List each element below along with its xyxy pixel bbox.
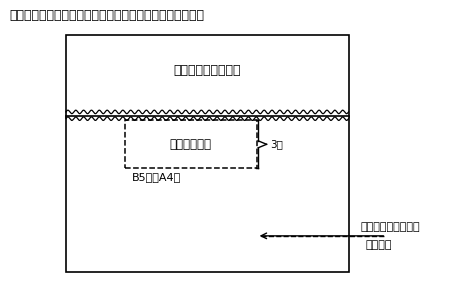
Bar bbox=[66, 116, 349, 272]
Text: 査の記録: 査の記録 bbox=[365, 240, 391, 250]
Text: 3㎝: 3㎝ bbox=[270, 139, 283, 149]
Text: B5又はA4判: B5又はA4判 bbox=[132, 172, 181, 182]
Text: （のりしろ）: （のりしろ） bbox=[170, 138, 212, 151]
Bar bbox=[66, 35, 349, 117]
Text: （例）用紙を横長に用いた場合（縦長に用いてもよい。）: （例）用紙を横長に用いた場合（縦長に用いてもよい。） bbox=[9, 9, 204, 22]
Bar bbox=[125, 120, 257, 168]
Text: （統計グラフ表面）: （統計グラフ表面） bbox=[173, 64, 241, 77]
Text: 統計表又は観察・調: 統計表又は観察・調 bbox=[360, 222, 420, 232]
